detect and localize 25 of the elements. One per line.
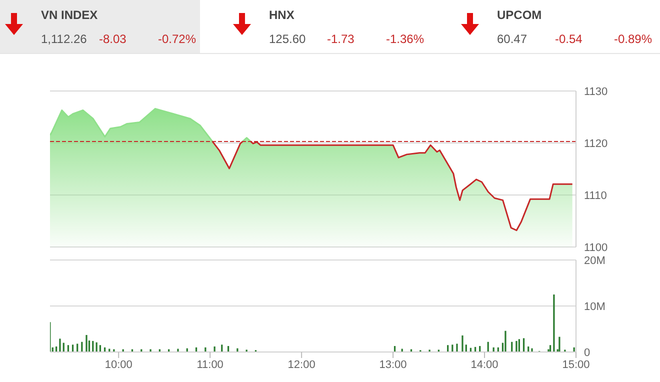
text: -8.03 bbox=[99, 32, 126, 46]
x-tick-label: 13:00 bbox=[379, 358, 407, 371]
text: -0.89% bbox=[614, 32, 652, 46]
text: 125.60 bbox=[269, 32, 306, 46]
x-tick-label: 12:00 bbox=[288, 358, 316, 371]
text: -1.73 bbox=[327, 32, 354, 46]
text: 60.47 bbox=[497, 32, 528, 46]
y-tick-label: 1130 bbox=[584, 86, 608, 98]
text: -1.36% bbox=[386, 32, 424, 46]
y-tick-label: 1100 bbox=[584, 242, 608, 254]
x-tick-label: 15:00 bbox=[562, 358, 590, 371]
x-tick-label: 14:00 bbox=[470, 358, 498, 371]
x-tick-label: 11:00 bbox=[196, 358, 224, 371]
text: HNX bbox=[269, 8, 294, 22]
x-tick-label: 10:00 bbox=[104, 358, 132, 371]
text: 1,112.26 bbox=[41, 32, 87, 46]
y-tick-label: 1110 bbox=[584, 190, 607, 202]
text: VN INDEX bbox=[41, 8, 98, 22]
y-tick-label: 0 bbox=[584, 346, 590, 359]
text: UPCOM bbox=[497, 8, 542, 22]
y-tick-label: 1120 bbox=[584, 138, 608, 150]
y-tick-label: 20M bbox=[584, 254, 606, 267]
y-tick-label: 10M bbox=[584, 300, 606, 313]
text: -0.72% bbox=[158, 32, 196, 46]
text: -0.54 bbox=[555, 32, 582, 46]
